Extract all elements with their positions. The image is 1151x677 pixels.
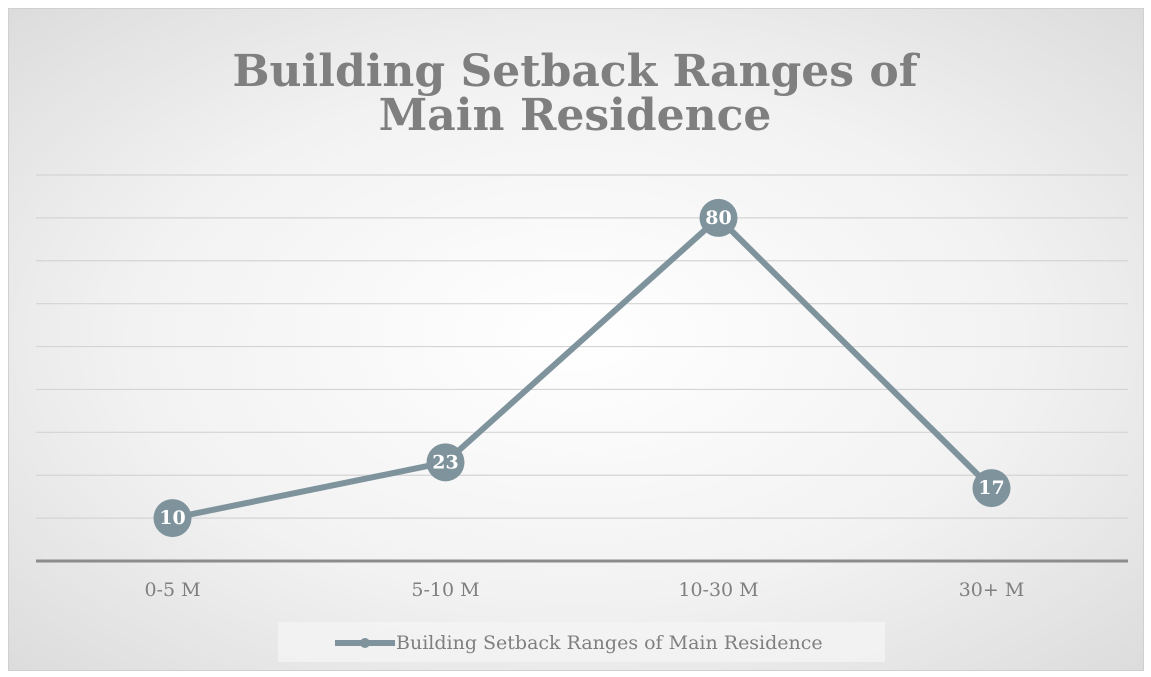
data-label: 23 bbox=[432, 451, 458, 473]
data-line bbox=[171, 214, 994, 522]
data-point bbox=[699, 198, 738, 237]
data-label: 80 bbox=[705, 207, 731, 229]
x-tick-label: 30+ M bbox=[959, 579, 1025, 601]
x-tick-label: 10-30 M bbox=[678, 579, 758, 601]
data-point bbox=[972, 469, 1011, 508]
legend-label: Building Setback Ranges of Main Residenc… bbox=[396, 632, 823, 654]
x-tick-label: 5-10 M bbox=[411, 579, 479, 601]
data-point bbox=[426, 443, 465, 482]
data-label: 17 bbox=[978, 477, 1004, 499]
chart-title: Building Setback Ranges of Main Residenc… bbox=[232, 46, 918, 141]
data-point bbox=[153, 499, 192, 538]
x-tick-label: 0-5 M bbox=[144, 579, 200, 601]
data-label: 10 bbox=[159, 507, 185, 529]
legend-marker bbox=[360, 638, 370, 648]
